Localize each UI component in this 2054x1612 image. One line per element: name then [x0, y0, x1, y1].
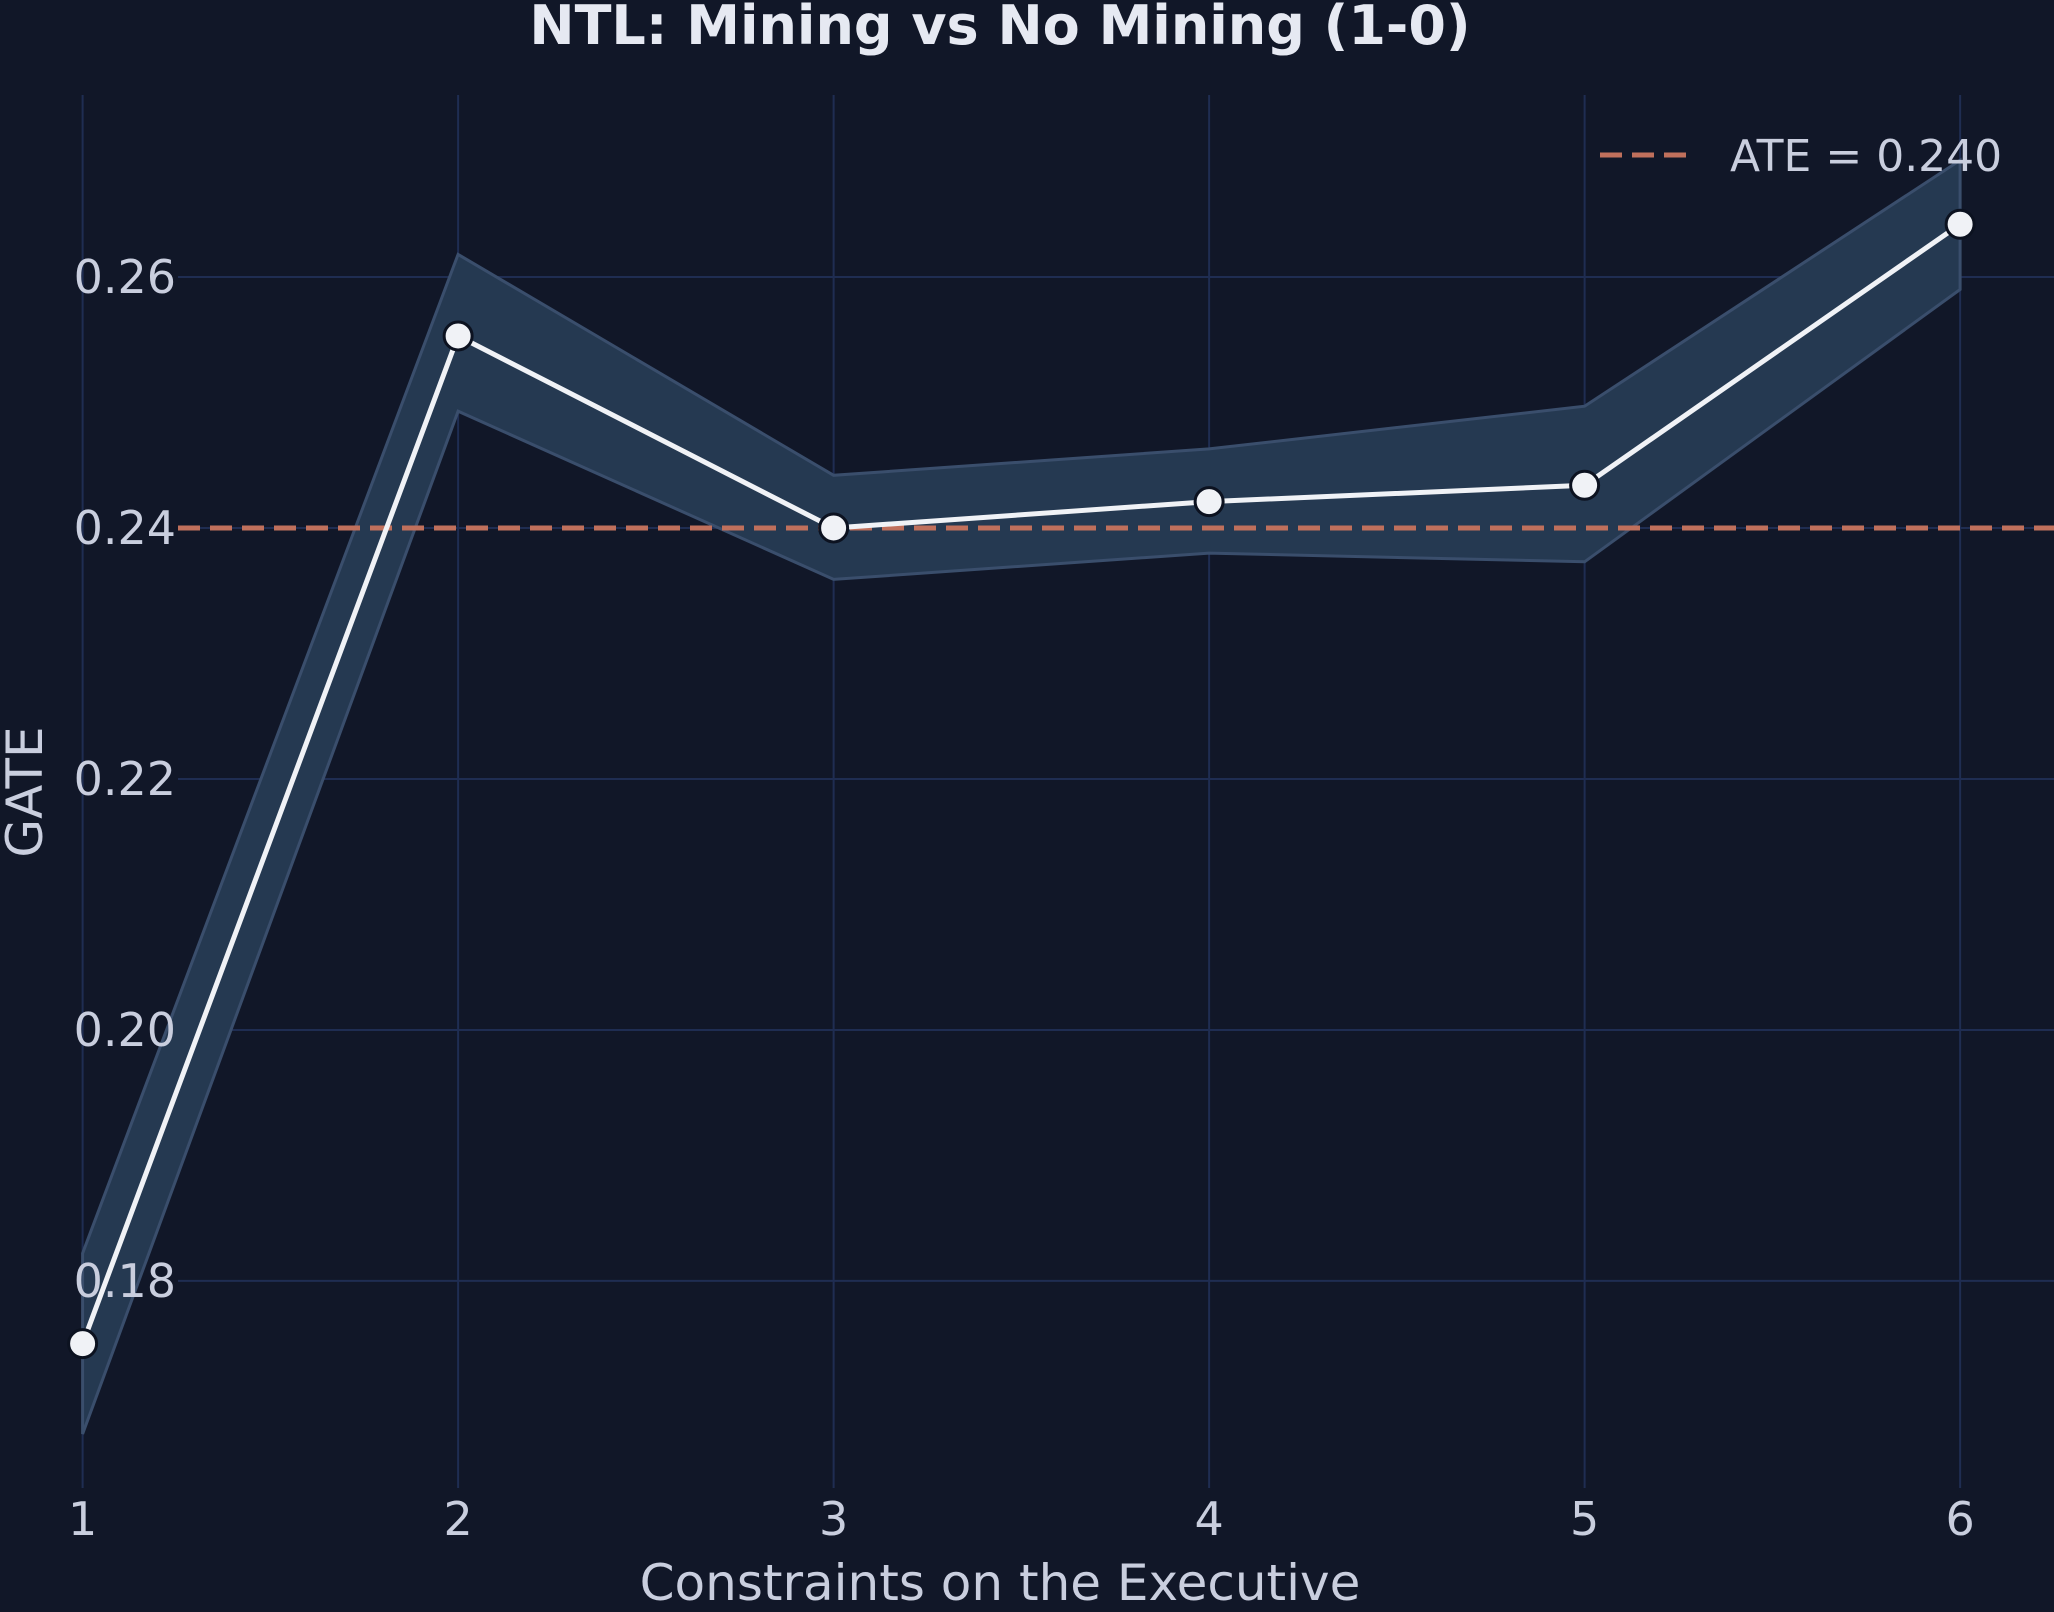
chart-title: NTL: Mining vs No Mining (1-0) [529, 0, 1470, 57]
y-tick-labels: 0.18 0.20 0.22 0.24 0.26 [74, 250, 176, 1308]
data-point-4 [1193, 486, 1225, 518]
x-tick-labels: 1 2 3 4 5 6 [68, 1492, 1975, 1546]
y-tick-label-0.18: 0.18 [74, 1254, 176, 1308]
x-axis-label: Constraints on the Executive [640, 1554, 1361, 1612]
data-point-5 [1569, 469, 1601, 501]
y-tick-label-0.20: 0.20 [74, 1003, 176, 1057]
x-tick-label-6: 6 [1945, 1492, 1974, 1546]
x-tick-label-5: 5 [1570, 1492, 1599, 1546]
legend: ATE = 0.240 [1600, 131, 2002, 182]
y-tick-label-0.26: 0.26 [74, 250, 176, 304]
gate-series-line [80, 222, 1962, 1345]
x-tick-label-2: 2 [443, 1492, 472, 1546]
x-tick-label-1: 1 [68, 1492, 97, 1546]
legend-label-ate: ATE = 0.240 [1730, 131, 2002, 182]
data-point-2 [442, 320, 474, 352]
x-tick-label-4: 4 [1194, 1492, 1223, 1546]
y-axis-label: GATE [0, 726, 54, 857]
data-point-1 [67, 1328, 99, 1360]
confidence-band [81, 157, 1962, 1435]
data-point-6 [1944, 208, 1976, 240]
y-tick-label-0.24: 0.24 [74, 501, 176, 555]
gate-markers [67, 208, 1976, 1360]
x-tick-label-3: 3 [819, 1492, 848, 1546]
data-point-3 [818, 512, 850, 544]
y-tick-label-0.22: 0.22 [74, 752, 176, 806]
